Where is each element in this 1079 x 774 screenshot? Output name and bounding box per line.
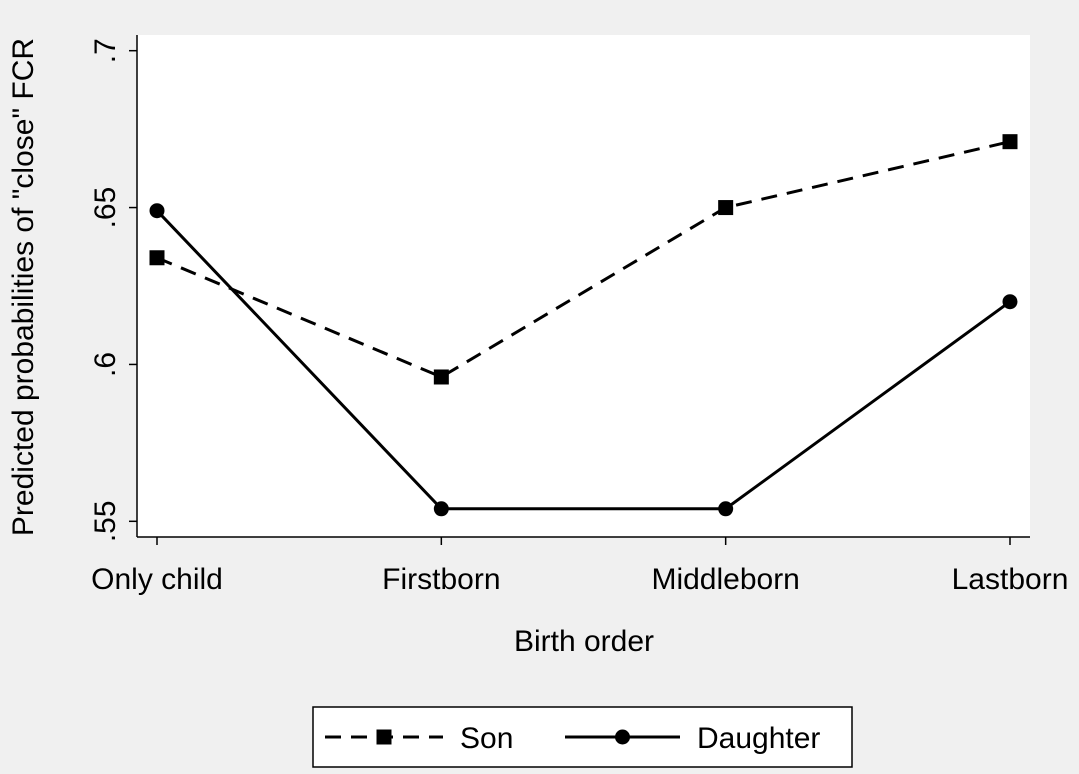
x-tick-label: Firstborn [382, 563, 500, 596]
x-ticks: Only child Firstborn Middleborn Lastborn [91, 537, 1068, 596]
data-point-son [718, 200, 734, 216]
y-tick-label: .65 [89, 187, 122, 229]
legend-marker-daughter [615, 729, 630, 745]
legend-items: Son Daughter [325, 722, 820, 755]
y-tick-label: .7 [89, 38, 122, 63]
x-tick-label: Middleborn [651, 563, 799, 596]
data-point-son [1002, 134, 1018, 150]
data-point-son [149, 250, 165, 266]
x-tick-label: Only child [91, 563, 223, 596]
y-tick-label: .55 [89, 500, 122, 542]
data-point-daughter [1002, 294, 1018, 310]
y-ticks: .55 .6 .65 .7 [89, 38, 137, 542]
legend-label-son: Son [460, 722, 513, 755]
x-tick-label: Lastborn [952, 563, 1069, 596]
legend: Son Daughter [312, 706, 853, 768]
data-point-son [433, 369, 449, 385]
series-line-daughter [155, 209, 1011, 511]
plot-area [137, 35, 1030, 537]
legend-label-daughter: Daughter [697, 722, 820, 755]
x-axis-title: Birth order [514, 625, 654, 658]
data-point-daughter [718, 501, 734, 517]
legend-marker-son [376, 729, 392, 745]
y-tick-label: .6 [89, 352, 122, 377]
series-layer [149, 134, 1018, 517]
data-point-daughter [149, 203, 165, 219]
y-axis-title: Predicted probabilities of "close" FCR [7, 38, 40, 536]
series-line-son [156, 140, 1011, 379]
data-point-daughter [433, 501, 449, 517]
